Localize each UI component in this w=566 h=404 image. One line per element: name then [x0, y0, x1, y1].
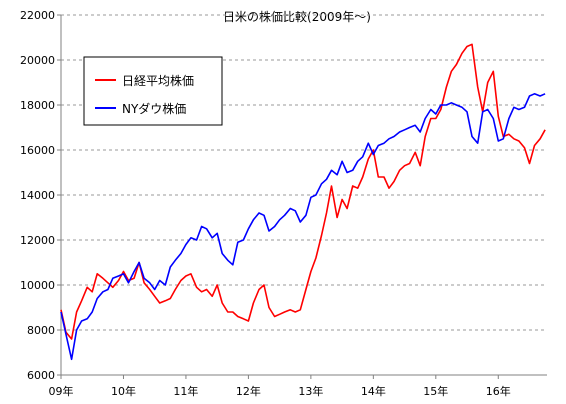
x-tick-label: 09年: [49, 384, 74, 398]
legend: 日経平均株価 NYダウ株価: [83, 56, 223, 126]
y-tick-label: 20000: [20, 54, 55, 67]
series-line-nydow: [60, 93, 546, 361]
axes: 6000 8000 10000 12000 14000 16000 18000 20000 22…: [20, 9, 547, 398]
x-tick-label: 13年: [298, 384, 323, 398]
y-tick-label: 12000: [20, 234, 55, 247]
legend-box: [83, 56, 223, 126]
x-tick-label: 11年: [173, 384, 198, 398]
y-tick-label: 14000: [20, 189, 55, 202]
x-tick-label: 15年: [423, 384, 448, 398]
y-tick-label: 16000: [20, 144, 55, 157]
series-lines: [60, 43, 546, 361]
x-tick-label: 16年: [486, 384, 511, 398]
y-tick-label: 22000: [20, 9, 55, 22]
y-tick-label: 18000: [20, 99, 55, 112]
legend-label: NYダウ株価: [122, 101, 186, 116]
x-tick-label: 12年: [236, 384, 261, 398]
y-tick-label: 6000: [27, 369, 55, 382]
y-tick-label: 8000: [27, 324, 55, 337]
legend-label: 日経平均株価: [122, 73, 194, 88]
x-tick-label: 14年: [361, 384, 386, 398]
y-tick-label: 10000: [20, 279, 55, 292]
x-tick-label: 10年: [111, 384, 136, 398]
chart-title: 日米の株価比較(2009年〜): [223, 9, 371, 24]
